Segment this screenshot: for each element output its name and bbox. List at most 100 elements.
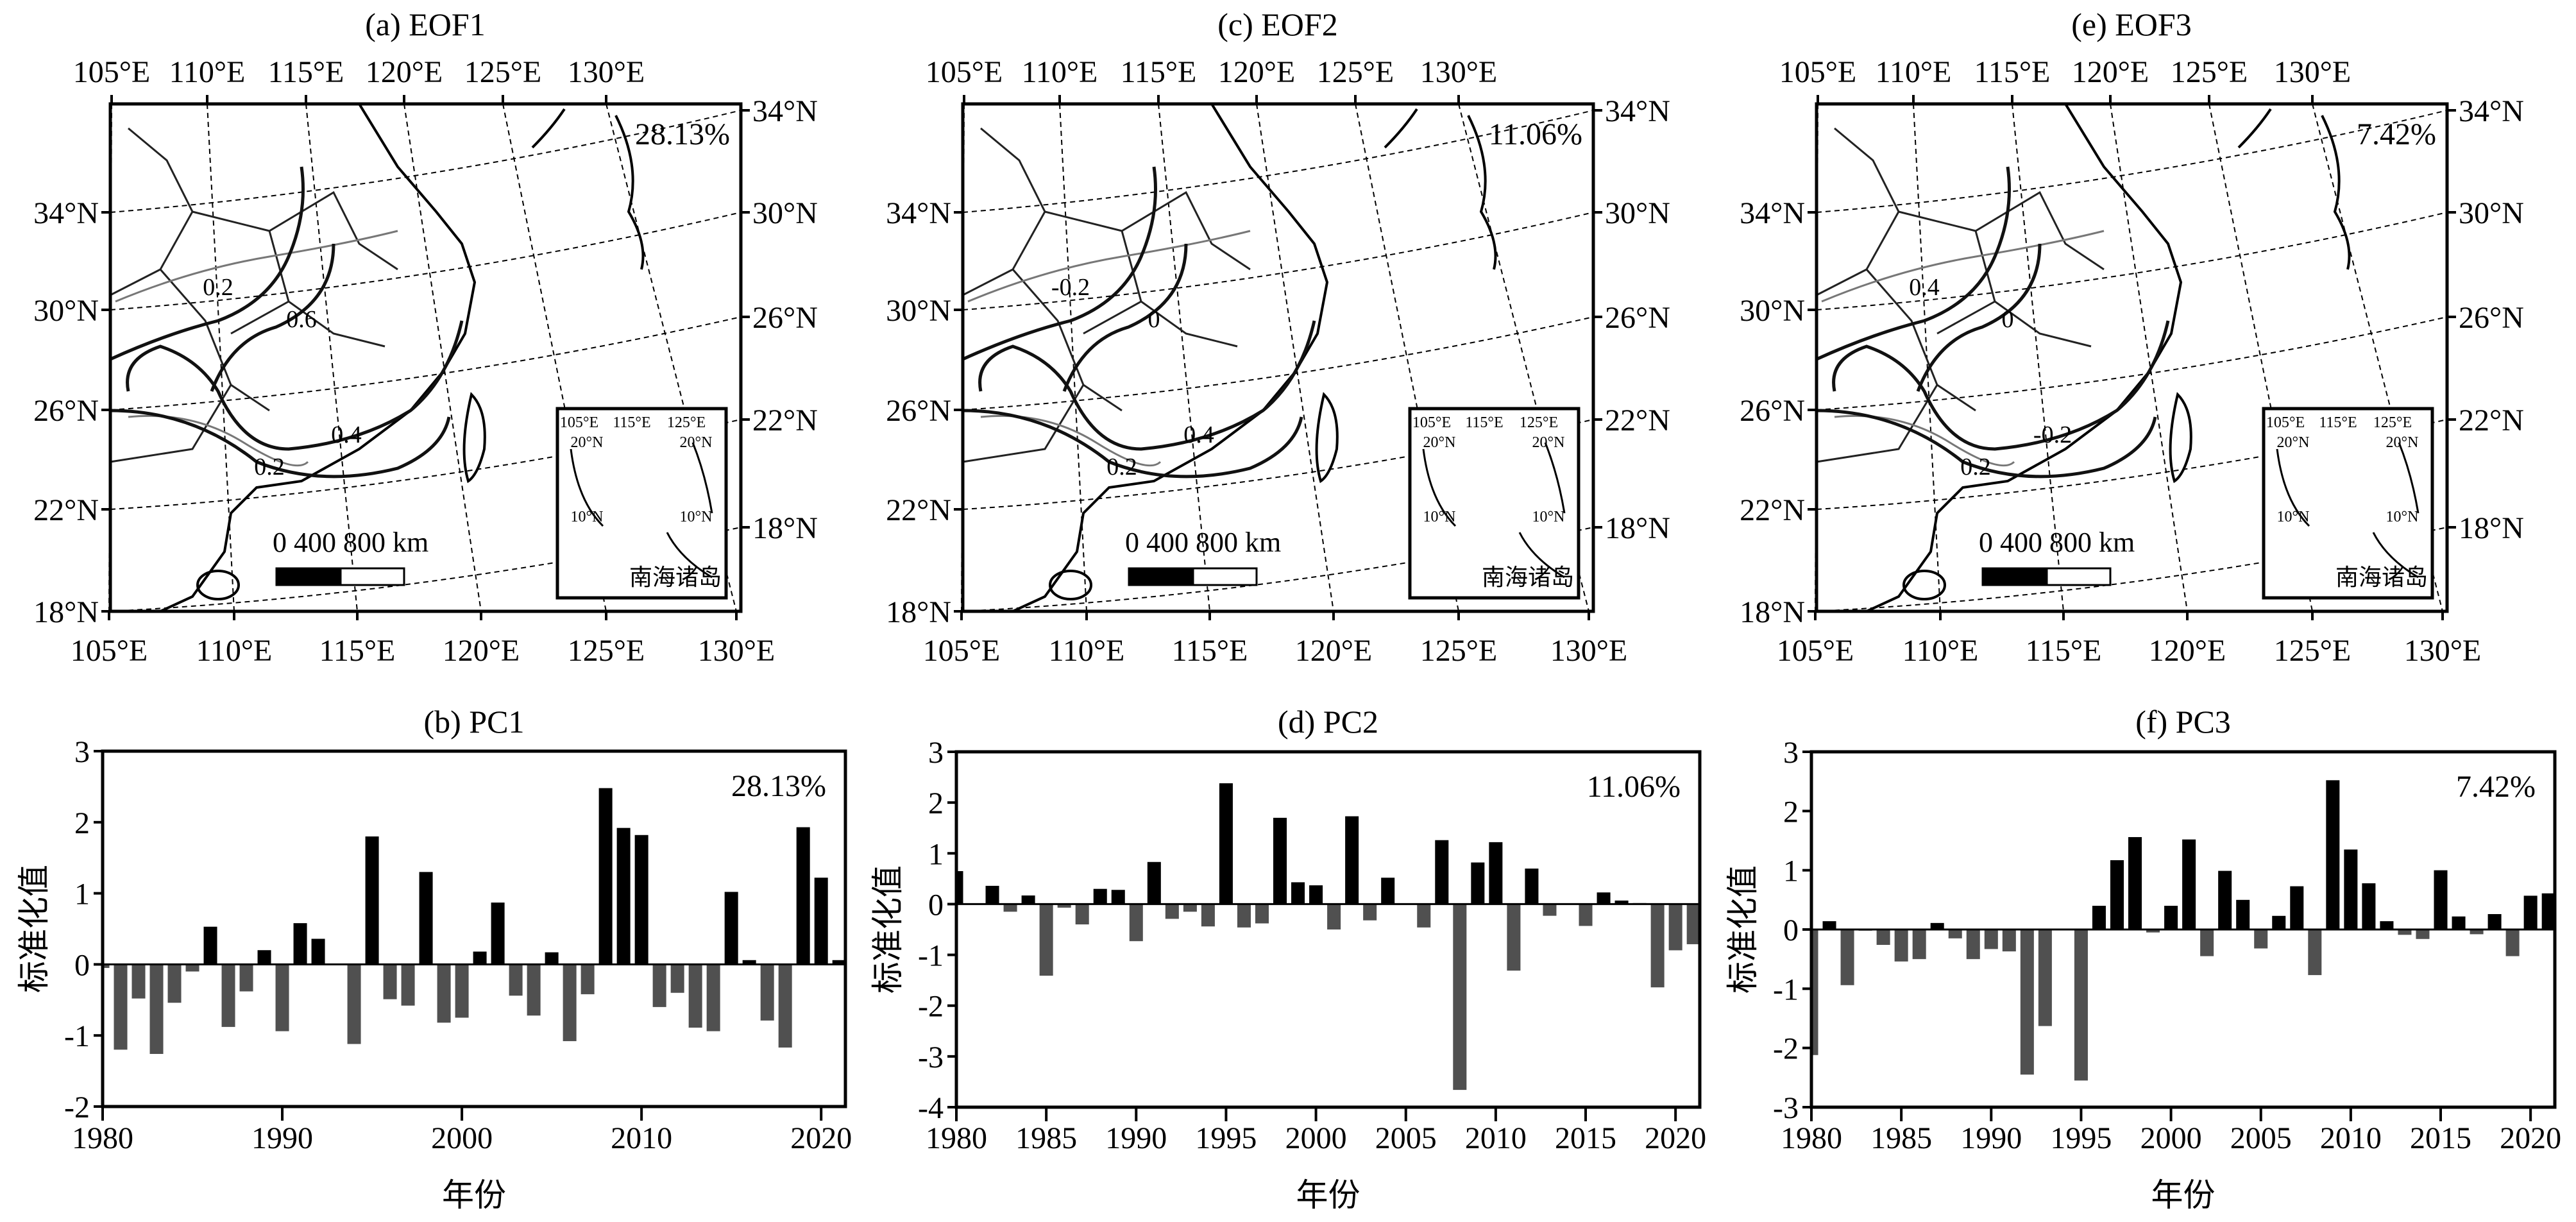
contour-line	[109, 166, 305, 361]
bottom-lon-label: 125°E	[568, 634, 645, 668]
right-lat-label: 18°N	[752, 511, 818, 545]
contour-label: 0.2	[1960, 454, 1991, 480]
top-lon-label: 105°E	[926, 55, 1003, 89]
inset-lat-label: 20°N	[1423, 434, 1456, 451]
bar-1981	[114, 964, 128, 1050]
x-tick-label: 1995	[2050, 1121, 2112, 1155]
left-lat-label: 30°N	[886, 294, 951, 328]
bar-2019	[2505, 929, 2520, 956]
right-lat-label: 22°N	[1605, 403, 1670, 437]
left-lat-label: 18°N	[33, 595, 99, 629]
bar-1986	[1057, 904, 1071, 908]
bar-2009	[616, 827, 631, 965]
top-lon-label: 120°E	[1218, 55, 1296, 89]
contour-label: 0	[1148, 306, 1160, 333]
bar-2021	[2541, 893, 2555, 929]
parallel-line	[110, 110, 741, 213]
y-tick-label: 0	[928, 888, 944, 922]
y-tick-label: -3	[1773, 1091, 1799, 1125]
y-tick-label: 1	[1783, 854, 1799, 888]
scale-bar-white	[1192, 567, 1258, 586]
bottom-lon-label: 115°E	[319, 634, 396, 668]
x-tick-label: 2010	[2320, 1121, 2382, 1155]
top-lon-label: 115°E	[1121, 55, 1197, 89]
bar-2020	[1668, 904, 1682, 951]
chart-title: (b) PC1	[424, 704, 525, 740]
china-coastline	[1815, 103, 2183, 613]
bar-1990	[1129, 904, 1143, 942]
scale-bar-black	[1128, 567, 1194, 586]
meridian-line	[1458, 103, 1589, 612]
variance-annotation: 11.06%	[1587, 770, 1681, 804]
top-lon-label: 125°E	[1317, 55, 1394, 89]
inset-lon-label: 115°E	[1465, 414, 1503, 431]
bar-2009	[1471, 862, 1485, 904]
bar-2017	[760, 964, 774, 1021]
bar-2018	[2487, 913, 2502, 929]
x-tick-label: 2020	[790, 1121, 852, 1155]
map-frame	[1815, 102, 2449, 613]
inset-lat-label: 10°N	[2386, 509, 2419, 525]
bar-1986	[203, 926, 217, 965]
contour-label: 0.2	[1106, 454, 1137, 480]
left-lat-label: 26°N	[33, 394, 99, 428]
y-axis-label: 标准化值	[1724, 865, 1761, 994]
left-lat-label: 26°N	[886, 394, 951, 428]
y-axis-label: 标准化值	[15, 865, 53, 993]
left-lat-label: 34°N	[886, 196, 951, 230]
inset-lat-label: 20°N	[2386, 434, 2419, 451]
bar-1982	[1840, 929, 1854, 985]
bar-1990	[1984, 929, 1998, 949]
y-tick-label: 0	[74, 948, 90, 982]
top-lon-label: 120°E	[2072, 55, 2149, 89]
top-lon-label: 105°E	[1779, 55, 1857, 89]
pc-chart-1: -2 -1 0 1 2 3 1980 1990 2000 2010 2020 (b) PC1 28.13…	[15, 704, 852, 1214]
right-lat-label: 30°N	[752, 196, 818, 230]
bar-1983	[149, 964, 164, 1055]
bar-2004	[527, 964, 541, 1016]
variance-percent: 7.42%	[2357, 117, 2436, 151]
x-tick-label: 2005	[1375, 1121, 1437, 1155]
contour-label: 0.2	[254, 454, 285, 480]
hainan-island	[196, 570, 240, 600]
inset-title: 南海诸岛	[1482, 564, 1574, 591]
bottom-lon-label: 105°E	[71, 634, 148, 668]
variance-percent: 11.06%	[1489, 117, 1582, 151]
right-lat-label: 34°N	[2459, 94, 2524, 128]
x-tick-label: 1995	[1195, 1121, 1257, 1155]
y-tick-label: -4	[918, 1091, 944, 1125]
bar-2002	[1345, 816, 1359, 904]
bar-1992	[2020, 929, 2034, 1075]
bar-2006	[1417, 904, 1431, 928]
hainan-island	[1049, 570, 1092, 600]
bar-1995	[1219, 783, 1233, 904]
bar-2010	[1489, 842, 1503, 904]
bar-2005	[2254, 929, 2268, 949]
inset-lat-label: 20°N	[571, 434, 604, 451]
parallel-line	[962, 110, 1594, 213]
chart-title: (d) PC2	[1278, 704, 1378, 740]
inset-lon-label: 125°E	[2373, 414, 2412, 431]
bar-2001	[2182, 839, 2196, 929]
bar-1980	[1811, 929, 1818, 1055]
bar-1988	[239, 964, 253, 992]
contour-line	[210, 243, 335, 392]
bar-1998	[1273, 817, 1287, 904]
chart-title: (f) PC3	[2135, 704, 2231, 740]
contour-label: 0.4	[1183, 421, 1214, 448]
x-tick-label: 1990	[251, 1121, 313, 1155]
top-lon-label: 130°E	[2274, 55, 2351, 89]
bar-1998	[419, 872, 433, 965]
province-borders	[1816, 127, 2105, 463]
bar-1984	[1021, 895, 1035, 904]
bar-2019	[1650, 904, 1665, 988]
bar-2000	[2164, 906, 2178, 929]
bar-2006	[2272, 915, 2286, 929]
y-tick-label: 1	[928, 837, 944, 871]
inset-lat-label: 10°N	[1532, 509, 1565, 525]
bar-1996	[1237, 904, 1251, 928]
bottom-lon-label: 130°E	[698, 634, 775, 668]
top-lon-label: 125°E	[464, 55, 542, 89]
map-panel-3: (e) EOF3 0.4 0 -0.2 0.2 105°E 110°E 115°E 120°E 1…	[1740, 6, 2524, 668]
y-tick-label: -2	[918, 990, 944, 1024]
